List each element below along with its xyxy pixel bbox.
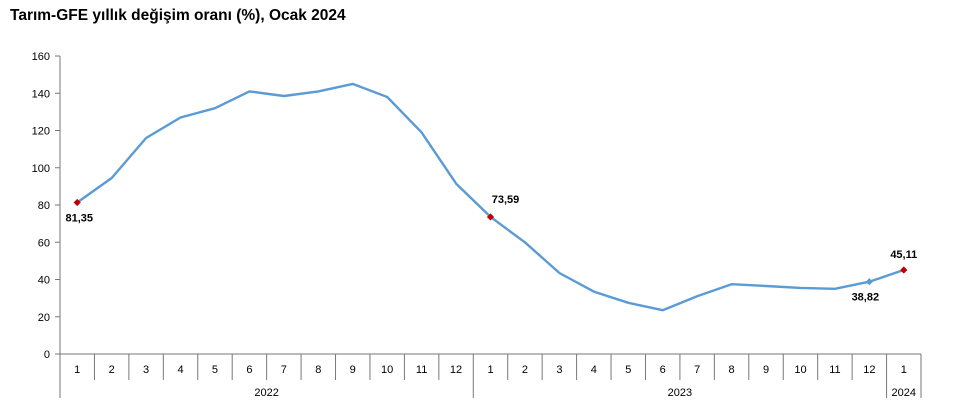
data-point-marker bbox=[73, 198, 81, 207]
x-category-label: 12 bbox=[863, 364, 875, 376]
y-tick-label: 100 bbox=[32, 163, 50, 175]
data-point-marker bbox=[900, 266, 908, 274]
x-category-label: 7 bbox=[694, 364, 700, 376]
x-category-label: 4 bbox=[177, 364, 183, 376]
y-tick-label: 40 bbox=[38, 275, 50, 287]
x-category-label: 11 bbox=[416, 364, 427, 376]
x-category-label: 6 bbox=[660, 364, 666, 376]
y-tick-label: 140 bbox=[32, 88, 50, 100]
series-line bbox=[75, 82, 905, 312]
x-category-label: 8 bbox=[729, 364, 735, 376]
x-category-label: 4 bbox=[591, 364, 597, 376]
x-year-label: 2022 bbox=[254, 387, 278, 399]
x-category-label: 3 bbox=[556, 364, 562, 376]
x-category-label: 10 bbox=[381, 364, 393, 376]
x-category-label: 5 bbox=[212, 364, 218, 376]
x-category-label: 9 bbox=[350, 364, 356, 376]
x-category-label: 12 bbox=[450, 364, 462, 376]
x-category-label: 3 bbox=[143, 364, 149, 376]
x-category-label: 7 bbox=[281, 364, 287, 376]
x-category-label: 2 bbox=[109, 364, 115, 376]
y-tick-label: 20 bbox=[38, 312, 50, 324]
data-point-marker bbox=[486, 213, 495, 221]
axes bbox=[59, 56, 921, 355]
x-category-label: 10 bbox=[794, 364, 806, 376]
data-label: 45,11 bbox=[890, 249, 917, 261]
x-category-label: 6 bbox=[246, 364, 252, 376]
x-category-label: 11 bbox=[829, 364, 840, 376]
chart-title: Tarım-GFE yıllık değişim oranı (%), Ocak… bbox=[10, 7, 346, 24]
data-label: 81,35 bbox=[65, 212, 93, 224]
x-year-label: 2023 bbox=[668, 387, 692, 399]
x-category-label: 1 bbox=[74, 364, 80, 376]
x-category-label: 9 bbox=[763, 364, 769, 376]
y-tick-label: 0 bbox=[44, 349, 50, 361]
data-points: 81,35 73,59 38,82 45,11 bbox=[65, 194, 917, 304]
x-category-label: 1 bbox=[901, 364, 907, 376]
data-label: 73,59 bbox=[492, 194, 520, 206]
x-category-label: 8 bbox=[315, 364, 321, 376]
data-point-marker bbox=[865, 278, 873, 286]
y-tick-label: 160 bbox=[32, 51, 50, 63]
x-category-label: 2 bbox=[522, 364, 528, 376]
y-tick-label: 60 bbox=[38, 237, 50, 249]
y-tick-label: 120 bbox=[32, 126, 50, 138]
x-category-label: 1 bbox=[487, 364, 493, 376]
y-tick-label: 80 bbox=[38, 200, 50, 212]
data-label: 38,82 bbox=[852, 292, 880, 304]
x-year-label: 2024 bbox=[892, 387, 916, 399]
y-axis-ticks: 0 20 40 60 80 100 120 140 160 bbox=[32, 51, 60, 361]
x-category-label: 5 bbox=[625, 364, 631, 376]
series bbox=[75, 82, 905, 312]
